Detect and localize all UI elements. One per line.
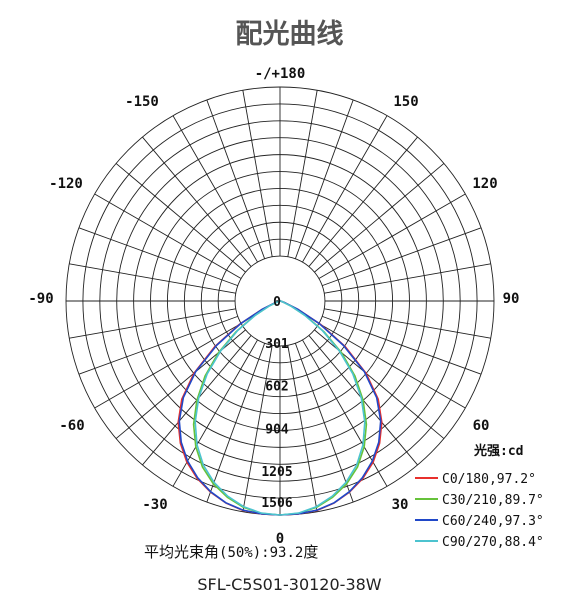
grid-spoke	[318, 193, 466, 279]
intensity-curves	[177, 300, 383, 516]
legend-title: 光强:cd	[473, 443, 523, 459]
grid-spoke	[172, 115, 258, 263]
beam-angle-label: 平均光束角(50%):93.2度	[144, 541, 318, 562]
legend-label: C60/240,97.3°	[442, 514, 544, 529]
grid-spoke	[308, 136, 418, 267]
grid-spoke	[78, 227, 238, 287]
grid-spoke	[294, 99, 354, 259]
angle-tick-label: 60	[473, 418, 490, 434]
angle-tick-label: -90	[28, 291, 53, 307]
radial-tick-label: 0	[273, 295, 281, 310]
grid-spoke	[115, 163, 246, 273]
intensity-curve-3	[194, 300, 366, 516]
grid-spoke	[302, 115, 388, 263]
grid-spoke	[318, 323, 466, 409]
angle-tick-label: 0	[276, 531, 284, 547]
grid-spoke	[142, 136, 252, 267]
beam-angle-paren: (50%)	[219, 545, 262, 561]
radial-tick-label: 904	[265, 422, 289, 437]
grid-spoke	[78, 315, 238, 375]
angle-tick-label: -120	[49, 176, 83, 192]
radial-tick-label: 1205	[261, 465, 292, 480]
angle-tick-label: 120	[472, 176, 497, 192]
grid-spoke	[322, 315, 482, 375]
grid-spoke	[322, 227, 482, 287]
grid-spoke	[314, 163, 445, 273]
beam-angle-prefix: 平均光束角	[144, 543, 220, 561]
angle-tick-label: -30	[142, 497, 167, 513]
model-caption: SFL-C5S01-30120-38W	[197, 575, 382, 594]
grid-spoke	[206, 343, 266, 503]
legend-label: C0/180,97.2°	[442, 472, 536, 487]
legend-label: C90/270,88.4°	[442, 535, 544, 550]
beam-angle-suffix: 度	[303, 543, 319, 561]
beam-angle-value: :93.2	[261, 545, 304, 561]
grid-spoke	[287, 90, 318, 257]
grid-spoke	[242, 90, 273, 257]
grid-spoke	[324, 308, 491, 339]
grid-spoke	[294, 343, 354, 503]
grid-spoke	[94, 323, 242, 409]
grid-spoke	[94, 193, 242, 279]
angle-tick-label: 30	[392, 497, 409, 513]
angle-tick-label: -/+180	[255, 66, 306, 82]
grid-spoke	[324, 263, 491, 294]
legend-label: C30/210,89.7°	[442, 493, 544, 508]
grid-spoke	[206, 99, 266, 259]
angle-tick-label: -150	[125, 94, 159, 110]
radial-tick-labels: 0 301 602 904 1205 1506	[261, 295, 292, 511]
grid-spoke	[69, 263, 236, 294]
radial-tick-label: 301	[265, 337, 289, 352]
angle-tick-labels: -/+180 150 120 90 60 30 0 -30 -60 -90 -120 -150	[28, 66, 519, 547]
grid-spoke	[287, 345, 318, 512]
chart-title: 配光曲线	[235, 19, 344, 50]
radial-tick-label: 1506	[261, 496, 292, 511]
angle-tick-label: 90	[503, 291, 520, 307]
angle-tick-label: -60	[59, 418, 84, 434]
grid-spoke	[242, 345, 273, 512]
grid-spoke	[69, 308, 236, 339]
angle-tick-label: 150	[393, 94, 418, 110]
radial-tick-label: 602	[265, 380, 288, 395]
legend: 光强:cd C0/180,97.2° C30/210,89.7° C60/240,9…	[415, 443, 544, 550]
